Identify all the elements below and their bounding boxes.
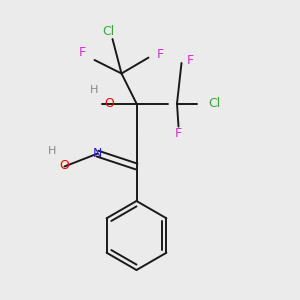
Text: Cl: Cl <box>102 25 114 38</box>
Text: O: O <box>60 159 69 172</box>
Text: O: O <box>105 97 114 110</box>
Text: H: H <box>90 85 99 95</box>
Text: H: H <box>48 146 57 157</box>
Text: N: N <box>93 147 102 160</box>
Text: F: F <box>175 127 182 140</box>
Text: F: F <box>157 47 164 61</box>
Text: Cl: Cl <box>208 97 221 110</box>
Text: F: F <box>79 46 86 59</box>
Text: F: F <box>187 53 194 67</box>
